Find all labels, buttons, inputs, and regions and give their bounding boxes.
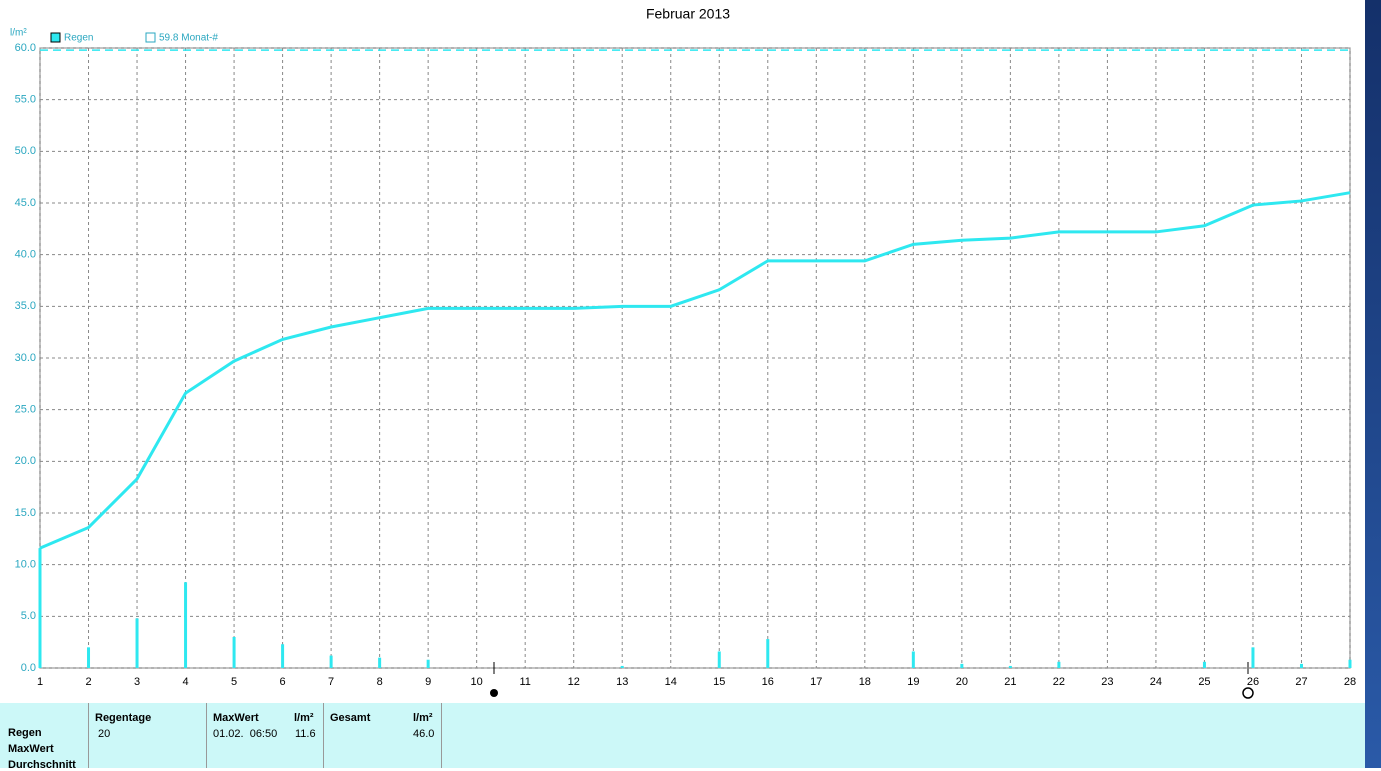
x-tick-label: 7 xyxy=(328,676,334,688)
y-tick-label: 20.0 xyxy=(15,455,36,467)
chart: Februar 2013 l/m² Regen 59.8 Monat-# 0.0… xyxy=(10,6,1356,699)
daily-bar xyxy=(1202,661,1206,668)
x-tick-label: 17 xyxy=(810,676,822,688)
x-tick-label: 5 xyxy=(231,676,237,688)
legend-label: Regen xyxy=(64,33,93,44)
daily-bar xyxy=(184,582,188,668)
x-tick-label: 3 xyxy=(134,676,140,688)
header: l/m² xyxy=(413,712,433,724)
y-tick-label: 55.0 xyxy=(15,94,36,106)
daily-bar xyxy=(87,647,91,668)
divider xyxy=(323,703,324,768)
summary-panel: Regen MaxWert Durchschnitt Regentage Max… xyxy=(0,703,1365,771)
row-label: Regen xyxy=(8,727,42,739)
y-tick-label: 25.0 xyxy=(15,404,36,416)
chart-title: Februar 2013 xyxy=(646,6,730,22)
desktop-edge xyxy=(1365,0,1381,768)
x-tick-label: 18 xyxy=(859,676,871,688)
x-tick-label: 11 xyxy=(519,676,530,688)
y-axis-label: l/m² xyxy=(10,28,27,39)
x-tick-label: 1 xyxy=(37,676,43,688)
daily-bar xyxy=(1251,647,1255,668)
y-tick-label: 10.0 xyxy=(15,559,36,571)
daily-bar xyxy=(1348,659,1352,668)
y-tick-label: 40.0 xyxy=(15,249,36,261)
daily-bar xyxy=(717,651,721,668)
x-tick-label: 23 xyxy=(1101,676,1113,688)
value: 20 xyxy=(98,728,111,740)
daily-bar xyxy=(960,663,964,668)
x-tick-label: 22 xyxy=(1053,676,1065,688)
daily-bar xyxy=(232,637,236,668)
daily-bar xyxy=(1299,663,1303,668)
header: Regentage xyxy=(95,712,152,724)
legend-label: 59.8 Monat-# xyxy=(159,33,218,44)
divider xyxy=(88,703,89,768)
legend-swatch xyxy=(145,32,156,43)
x-tick-label: 20 xyxy=(956,676,968,688)
cumulative-line xyxy=(39,191,1351,550)
daily-bar xyxy=(1008,665,1012,668)
x-tick-label: 25 xyxy=(1198,676,1210,688)
y-tick-label: 0.0 xyxy=(21,662,36,674)
y-tick-label: 35.0 xyxy=(15,300,36,312)
value: 11.6 xyxy=(295,728,316,740)
y-tick-label: 30.0 xyxy=(15,352,36,364)
x-tick-label: 15 xyxy=(713,676,725,688)
x-tick-label: 14 xyxy=(665,676,677,688)
divider xyxy=(206,703,207,768)
header: Gesamt xyxy=(330,712,371,724)
daily-bar xyxy=(135,618,139,668)
x-tick-label: 27 xyxy=(1295,676,1307,688)
daily-bar xyxy=(620,665,624,668)
x-tick-label: 2 xyxy=(85,676,91,688)
x-tick-label: 21 xyxy=(1004,676,1016,688)
divider xyxy=(441,703,442,768)
y-tick-label: 60.0 xyxy=(15,42,36,54)
daily-bar xyxy=(378,657,382,668)
y-tick-label: 15.0 xyxy=(15,507,36,519)
x-tick-label: 6 xyxy=(280,676,286,688)
x-tick-label: 26 xyxy=(1247,676,1259,688)
daily-bar xyxy=(766,639,770,668)
value: 01.02. 06:50 xyxy=(213,728,278,740)
x-tick-label: 4 xyxy=(182,676,188,688)
x-tick-label: 12 xyxy=(568,676,580,688)
daily-bar xyxy=(911,651,915,668)
value: 46.0 xyxy=(413,728,435,740)
x-tick-label: 8 xyxy=(377,676,383,688)
x-tick-label: 9 xyxy=(425,676,431,688)
daily-bar xyxy=(1057,661,1061,668)
y-tick-label: 5.0 xyxy=(21,610,36,622)
daily-bar xyxy=(281,644,285,668)
row-label: MaxWert xyxy=(8,743,54,755)
header: l/m² xyxy=(294,712,314,724)
x-tick-label: 28 xyxy=(1344,676,1356,688)
daily-bar xyxy=(329,655,333,668)
moon-new xyxy=(490,689,498,697)
daily-bar xyxy=(38,548,42,668)
y-tick-label: 50.0 xyxy=(15,145,36,157)
x-tick-label: 16 xyxy=(762,676,774,688)
header: MaxWert xyxy=(213,712,259,724)
y-tick-label: 45.0 xyxy=(15,197,36,209)
legend-swatch xyxy=(50,32,61,43)
x-tick-label: 24 xyxy=(1150,676,1162,688)
daily-bar xyxy=(426,659,430,668)
x-tick-label: 13 xyxy=(616,676,628,688)
row-label: Durchschnitt xyxy=(8,759,76,771)
moon-full xyxy=(1242,687,1254,699)
x-tick-label: 10 xyxy=(471,676,483,688)
x-tick-label: 19 xyxy=(907,676,919,688)
